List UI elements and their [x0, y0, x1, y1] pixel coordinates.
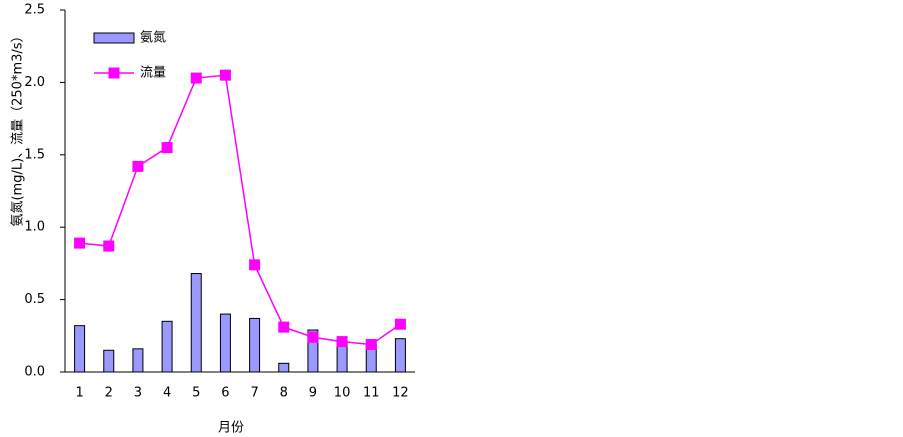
- bar: [132, 348, 144, 373]
- x-tick-label: 9: [309, 386, 317, 401]
- bar: [394, 338, 406, 373]
- x-tick-label: 12: [392, 386, 409, 401]
- y-axis-label: 氨氮(mg/L)、流量（250*m3/s）: [11, 29, 26, 226]
- y-tick-label: 1.0: [24, 220, 45, 235]
- legend-label: 氨氮: [140, 31, 166, 46]
- line-marker: [249, 259, 261, 271]
- legend-swatch: [108, 67, 120, 79]
- legend-swatch: [93, 32, 135, 44]
- legend-label: 流量: [140, 66, 166, 81]
- bar: [249, 317, 261, 373]
- x-tick-label: 11: [363, 386, 380, 401]
- x-tick-label: 1: [75, 386, 83, 401]
- x-tick-label: 2: [105, 386, 113, 401]
- y-tick-label: 1.5: [24, 147, 45, 162]
- y-tick-label: 0.5: [24, 292, 45, 307]
- line-marker: [219, 69, 231, 81]
- x-tick-label: 5: [192, 386, 200, 401]
- x-tick-label: 6: [221, 386, 229, 401]
- x-tick-label: 3: [134, 386, 142, 401]
- x-tick-label: 8: [280, 386, 288, 401]
- line-marker: [307, 331, 319, 343]
- line-marker: [278, 321, 290, 333]
- line-marker: [74, 237, 86, 249]
- y-tick-label: 2.5: [24, 3, 45, 18]
- line-marker: [365, 338, 377, 350]
- line-marker: [336, 336, 348, 348]
- line-marker: [103, 240, 115, 252]
- bar: [219, 313, 231, 373]
- line-marker: [394, 318, 406, 330]
- bar: [190, 273, 202, 373]
- bar: [278, 362, 290, 373]
- y-tick-label: 2.0: [24, 75, 45, 90]
- x-tick-label: 4: [163, 386, 171, 401]
- bar: [307, 329, 319, 373]
- x-tick-label: 7: [250, 386, 258, 401]
- x-tick-label: 10: [334, 386, 351, 401]
- x-axis-label: 月份: [218, 421, 244, 436]
- line-marker: [161, 142, 173, 154]
- line: [79, 74, 401, 346]
- line-marker: [190, 72, 202, 84]
- bar: [161, 320, 173, 373]
- line-marker: [132, 160, 144, 172]
- bar: [74, 325, 86, 373]
- bar: [103, 349, 115, 373]
- y-tick-label: 0.0: [24, 365, 45, 380]
